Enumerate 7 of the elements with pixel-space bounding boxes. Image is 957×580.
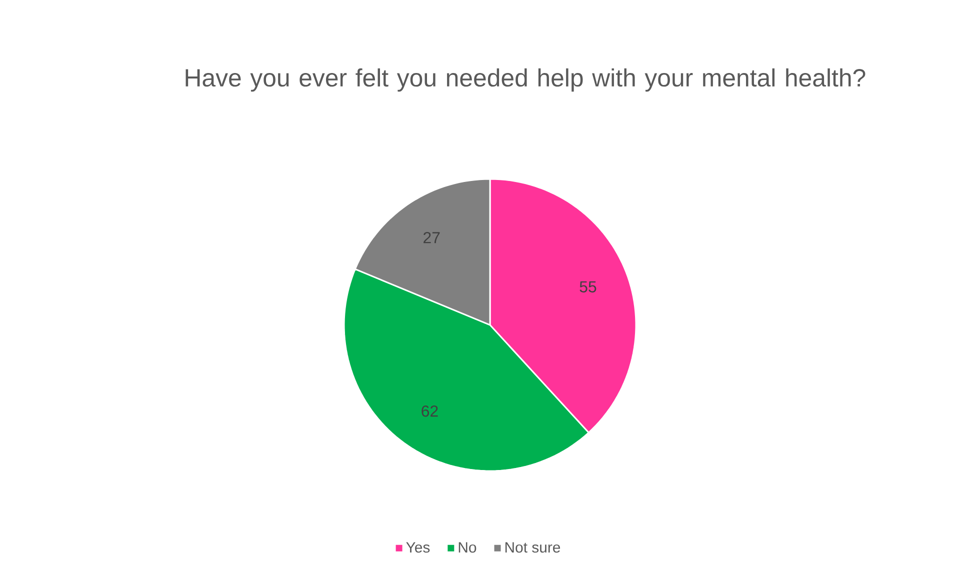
- legend-label: No: [458, 542, 476, 553]
- chart-title: Have you ever felt you needed help with your mental health?: [186, 68, 866, 92]
- data-label: 62: [422, 405, 438, 417]
- data-label: 27: [424, 232, 440, 244]
- legend-label: Not sure: [505, 542, 560, 553]
- legend-label: Yes: [406, 542, 430, 553]
- data-label: 55: [580, 281, 596, 292]
